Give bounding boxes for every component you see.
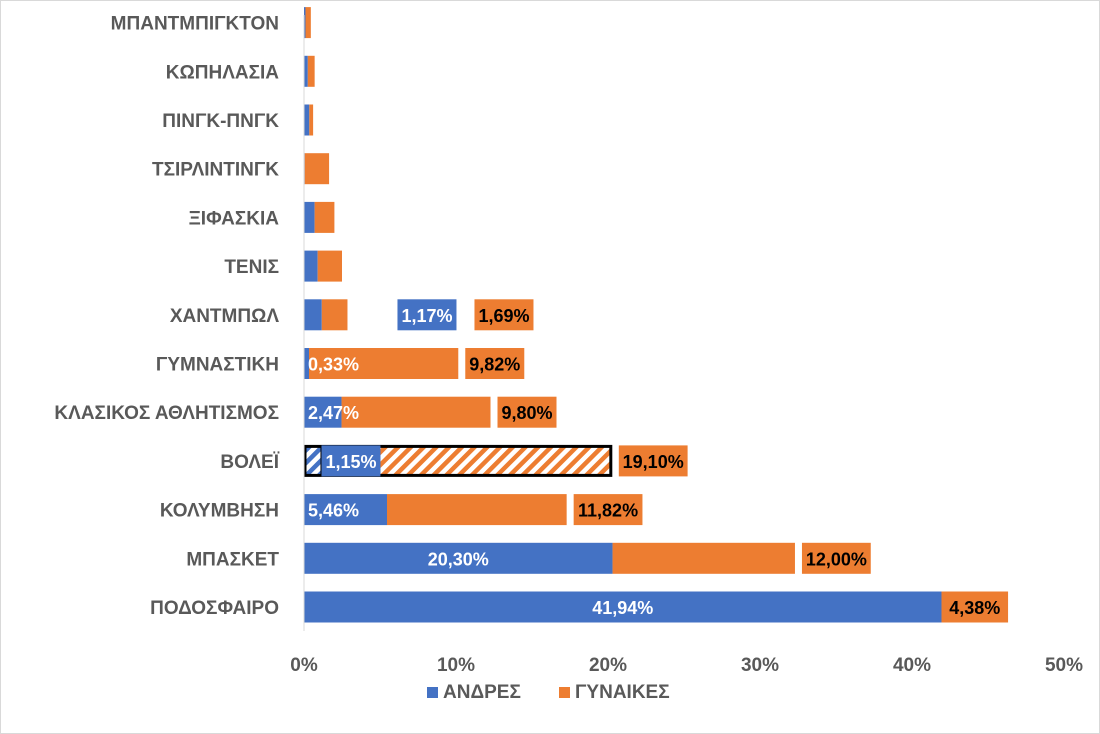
bar-gynaikes-τενις [317,250,342,282]
highlight-outline-βολεϊ [303,444,613,477]
bar-andres-μπασκετ [304,542,613,574]
data-label-box-gynaikes [474,299,534,331]
bar-gynaikes-κολυμβηση [386,494,567,526]
data-label-gynaikes-κολυμβηση: 11,82% [578,501,638,521]
data-label-box-gynaikes [801,542,871,574]
bar-andres-χαντμπωλ [304,299,322,331]
data-label-andres-γυμναστικη: 0,33% [308,355,359,375]
bar-gynaikes-μπαντμπιγκτον [305,7,311,39]
data-label-gynaikes-χαντμπωλ: 1,69% [478,306,529,326]
data-label-andres-χαντμπωλ: 1,17% [401,306,452,326]
data-label-box-gynaikes [618,445,688,477]
bar-andres-μπαντμπιγκτον [304,7,306,39]
data-label-box-andres [321,445,381,477]
category-label-ποδοσφαιρο: ΠΟΔΟΣΦΑΙΡΟ [150,598,279,619]
x-tick-label: 40% [893,655,931,676]
data-label-gynaikes-γυμναστικη: 9,82% [469,355,520,375]
category-label-βολεϊ: ΒΟΛΕΪ [220,452,279,473]
data-label-gynaikes-κλασικος-αθλητισμος: 9,80% [501,403,552,423]
legend-swatch-ανδρες [427,687,438,698]
bar-gynaikes-ξιφασκια [314,201,335,233]
x-tick-label: 30% [741,655,779,676]
bar-gynaikes-χαντμπωλ [321,299,348,331]
data-label-gynaikes-ποδοσφαιρο: 4,38% [949,598,1000,618]
category-label-πινγκ-πνγκ: ΠΙΝΓΚ-ΠΝΓΚ [162,111,279,132]
category-label-χαντμπωλ: ΧΑΝΤΜΠΩΛ [170,306,280,327]
bar-gynaikes-κλασικος-αθλητισμος [341,396,491,428]
bar-andres-κωπηλασια [304,55,308,87]
data-label-box-gynaikes [465,348,525,379]
data-label-andres-βολεϊ: 1,15% [325,452,376,472]
bar-andres-τενις [304,250,318,282]
category-label-τενις: ΤΕΝΙΣ [224,257,279,278]
category-label-κωπηλασια: ΚΩΠΗΛΑΣΙΑ [166,62,279,83]
category-label-κλασικος-αθλητισμος: ΚΛΑΣΙΚΟΣ ΑΘΛΗΤΙΣΜΟΣ [54,403,279,424]
bar-gynaikes-μπασκετ [612,542,795,574]
data-label-andres-κλασικος-αθλητισμος: 2,47% [308,403,359,423]
legend-label-ανδρες: ΑΝΔΡΕΣ [443,682,521,703]
bar-gynaikes-ποδοσφαιρο [941,591,1009,623]
x-tick-label: 0% [290,655,318,676]
x-tick-label: 20% [589,655,627,676]
bar-andres-κλασικος-αθλητισμος [304,396,342,428]
data-label-box-gynaikes [573,494,643,526]
data-label-box-andres [397,299,457,331]
bar-andres-βολεϊ [304,445,322,477]
data-label-gynaikes-μπασκετ: 12,00% [806,549,867,569]
category-label-γυμναστικη: ΓΥΜΝΑΣΤΙΚΗ [156,355,279,376]
bar-andres-κολυμβηση [304,494,387,526]
x-tick-label: 10% [437,655,475,676]
legend-label-γυναικες: ΓΥΝΑΙΚΕΣ [575,682,670,703]
bar-andres-ξιφασκια [304,201,315,233]
bar-andres-γυμναστικη [304,348,310,379]
bar-andres-πινγκ-πνγκ [304,104,310,136]
category-label-κολυμβηση: ΚΟΛΥΜΒΗΣΗ [160,501,279,522]
data-label-gynaikes-βολεϊ: 19,10% [623,452,684,472]
category-label-μπασκετ: ΜΠΑΣΚΕΤ [186,549,279,570]
category-label-μπαντμπιγκτον: ΜΠΑΝΤΜΠΙΓΚΤΟΝ [111,14,279,35]
bar-gynaikes-τσιρλιντινγκ [304,153,330,185]
category-label-ξιφασκια: ΞΙΦΑΣΚΙΑ [189,208,280,229]
category-label-τσιρλιντινγκ: ΤΣΙΡΛΙΝΤΙΝΓΚ [152,160,279,181]
bar-gynaikes-γυμναστικη [309,348,459,379]
data-label-andres-μπασκετ: 20,30% [428,549,489,569]
legend-swatch-γυναικες [559,687,570,698]
x-tick-label: 50% [1045,655,1083,676]
bar-gynaikes-πινγκ-πνγκ [309,104,314,136]
bar-gynaikes-κωπηλασια [307,55,315,87]
bar-andres-ποδοσφαιρο [304,591,942,623]
data-label-andres-κολυμβηση: 5,46% [308,501,359,521]
data-label-andres-ποδοσφαιρο: 41,94% [592,598,653,618]
data-label-box-gynaikes [497,396,557,428]
